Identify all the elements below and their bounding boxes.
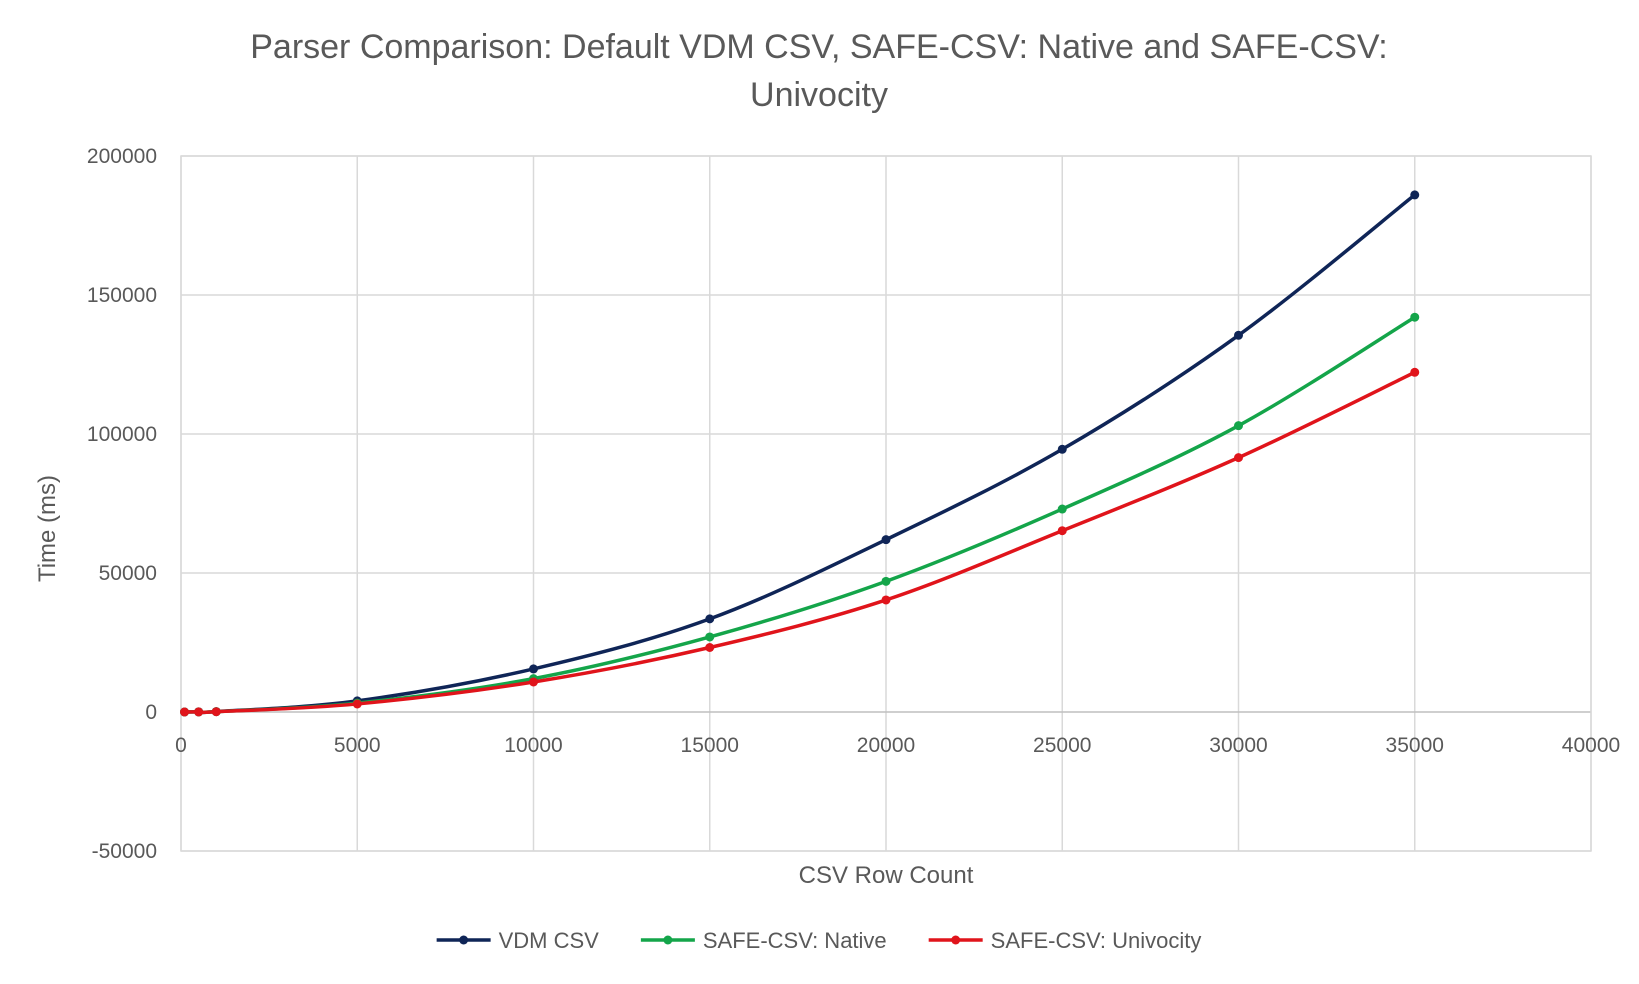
data-point (881, 576, 891, 586)
plot-area (180, 155, 1592, 852)
series-safe-csv-native (180, 312, 1420, 717)
series-vdm-csv (180, 190, 1420, 717)
series-group (180, 190, 1420, 717)
data-point (705, 643, 715, 653)
data-point (180, 707, 190, 717)
data-point (211, 707, 221, 717)
x-tick-label: 35000 (1386, 734, 1444, 757)
y-tick-label: 100000 (87, 423, 157, 446)
series-line (182, 370, 1417, 715)
legend-label: SAFE-CSV: Univocity (991, 928, 1202, 953)
data-point (1057, 526, 1067, 536)
data-point (1234, 330, 1243, 340)
data-point (705, 632, 715, 642)
series-line (182, 315, 1417, 715)
x-tick-label: 10000 (504, 734, 562, 757)
data-point (1057, 504, 1067, 514)
data-point (705, 614, 715, 624)
data-point (529, 677, 538, 687)
x-tick-label: 25000 (1033, 734, 1091, 757)
data-point (529, 664, 538, 674)
series-safe-csv-univocity (180, 367, 1420, 717)
x-tick-label: 30000 (1209, 734, 1267, 757)
series-line (182, 193, 1417, 715)
data-point (1410, 190, 1420, 200)
x-tick-label: 5000 (334, 734, 381, 757)
legend-swatch-marker (663, 935, 673, 945)
data-point (881, 535, 891, 545)
x-axis-title: CSV Row Count (799, 862, 974, 889)
chart-title-line-2: Univocity (750, 76, 888, 114)
x-tick-label: 20000 (857, 734, 915, 757)
y-tick-label: 50000 (99, 562, 157, 585)
y-tick-label: 0 (145, 701, 157, 724)
legend-swatch-marker (951, 935, 961, 945)
data-point (1057, 444, 1067, 454)
tick-labels: 0 5000 10000 15000 20000 25000 30000 35000 40000… (87, 145, 1620, 863)
data-point (1234, 453, 1243, 463)
y-tick-label: 200000 (87, 145, 157, 168)
legend-label: SAFE-CSV: Native (703, 928, 887, 953)
x-tick-label: 40000 (1562, 734, 1620, 757)
x-tick-label: 15000 (681, 734, 739, 757)
legend-label: VDM CSV (499, 928, 600, 953)
data-point (1410, 312, 1420, 322)
data-point (352, 699, 362, 709)
y-axis-title: Time (ms) (34, 475, 61, 582)
legend-swatch-marker (459, 935, 469, 945)
legend: VDM CSV SAFE-CSV: Native SAFE-CSV: Univoci… (436, 928, 1202, 953)
chart-title-line-1: Parser Comparison: Default VDM CSV, SAFE… (250, 28, 1388, 66)
y-tick-label: -50000 (92, 840, 157, 863)
data-point (194, 707, 204, 717)
data-point (1234, 421, 1243, 431)
x-tick-label: 0 (175, 734, 187, 757)
data-point (881, 595, 891, 605)
y-tick-label: 150000 (87, 284, 157, 307)
data-point (1410, 367, 1420, 377)
